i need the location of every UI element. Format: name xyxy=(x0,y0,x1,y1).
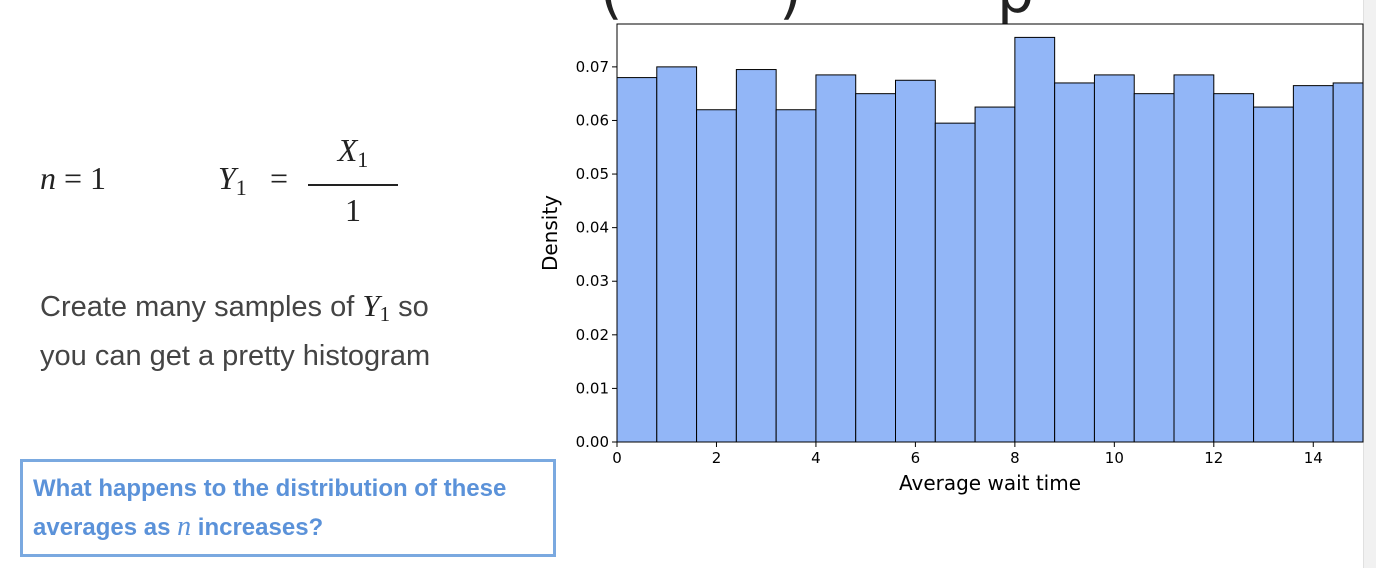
formula: n = 1 Y1 = X1 1 xyxy=(40,128,400,238)
histogram-bar xyxy=(934,122,976,443)
y-ticks: 0.00 0.01 0.02 0.03 0.04 0.05 0.06 0.07 xyxy=(576,58,617,451)
histogram-bar xyxy=(1054,82,1095,443)
histogram-bars xyxy=(617,36,1363,443)
y-axis-label: Density xyxy=(538,195,562,271)
histogram-bar xyxy=(1253,106,1294,443)
formula-y-sub: 1 xyxy=(235,175,247,200)
formula-equals: = xyxy=(270,160,289,196)
histogram-bar xyxy=(1213,93,1255,443)
formula-y: Y1 xyxy=(218,160,247,200)
histogram-bar xyxy=(895,79,936,443)
y-tick-label: 0.03 xyxy=(576,272,609,290)
histogram-bar xyxy=(974,106,1016,443)
y-tick-label: 0.01 xyxy=(576,379,609,397)
slide-title-fragment: ( ) p xyxy=(600,0,1035,26)
formula-fraction: X1 1 xyxy=(308,128,398,232)
formula-n-equation: n = 1 xyxy=(40,160,107,196)
histogram-bar xyxy=(815,74,857,443)
histogram-bar xyxy=(1332,82,1363,443)
y-tick-label: 0.06 xyxy=(576,111,609,129)
histogram-bar xyxy=(855,93,897,443)
x-tick-label: 14 xyxy=(1304,449,1323,467)
callout-variable: n xyxy=(177,511,192,542)
histogram-bar xyxy=(775,109,817,443)
histogram-bar xyxy=(617,77,658,443)
fraction-denominator: 1 xyxy=(345,192,361,228)
histogram-bar xyxy=(735,69,777,443)
histogram-bar xyxy=(1292,85,1334,443)
x-tick-label: 10 xyxy=(1105,449,1124,467)
x-tick-label: 2 xyxy=(712,449,722,467)
y-tick-label: 0.04 xyxy=(576,219,609,237)
x-tick-label: 8 xyxy=(1010,449,1020,467)
histogram-bar xyxy=(696,109,737,443)
formula-n: n xyxy=(40,160,56,196)
y-tick-label: 0.07 xyxy=(576,58,609,76)
x-tick-label: 12 xyxy=(1204,449,1223,467)
fraction-numerator-sub: 1 xyxy=(357,147,369,172)
fraction-numerator: X1 xyxy=(337,132,369,172)
formula-n-value: 1 xyxy=(90,160,107,196)
histogram-bar xyxy=(1093,74,1135,443)
histogram-bar xyxy=(656,66,698,443)
histogram-bar xyxy=(1133,93,1175,443)
callout-text: What happens to the distribution of thes… xyxy=(33,475,507,542)
description-line2: you can get a pretty histogram xyxy=(40,340,431,372)
histogram-bar xyxy=(1014,36,1056,443)
description-text: Create many samples of Y1 so you can get… xyxy=(40,288,431,372)
fraction-bar xyxy=(308,184,398,186)
x-tick-label: 4 xyxy=(811,449,821,467)
y-tick-label: 0.02 xyxy=(576,326,609,344)
description-variable: Y1 xyxy=(362,288,391,326)
x-ticks: 0 2 4 6 8 10 12 14 xyxy=(612,442,1323,467)
y-tick-label: 0.00 xyxy=(576,433,609,451)
x-tick-label: 0 xyxy=(612,449,622,467)
plot-frame xyxy=(616,23,1364,443)
x-tick-label: 6 xyxy=(911,449,921,467)
callout-box: What happens to the distribution of thes… xyxy=(20,459,556,557)
x-axis-label: Average wait time xyxy=(899,471,1081,495)
histogram-bar xyxy=(1173,74,1215,443)
y-tick-label: 0.05 xyxy=(576,165,609,183)
